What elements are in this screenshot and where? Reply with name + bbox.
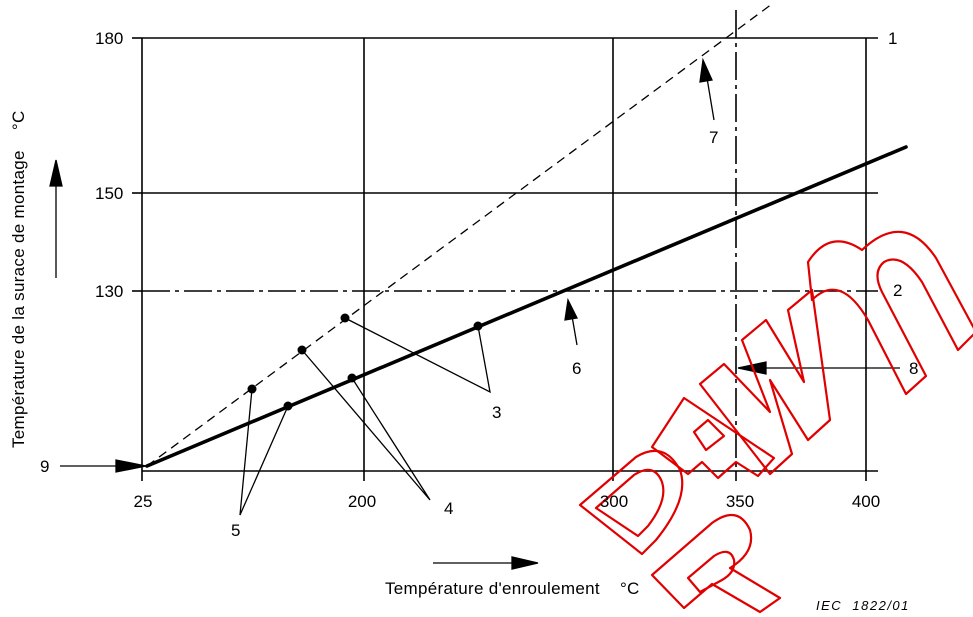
y-tick-label: 150 (95, 184, 123, 203)
callout-5: 5 (231, 521, 240, 540)
x-tick-label: 25 (134, 492, 153, 511)
x-tick-label: 350 (726, 492, 754, 511)
callout-2: 2 (893, 281, 902, 300)
pointer-5 (239, 388, 289, 516)
arrow-9-head (115, 459, 147, 473)
x-tick-label: 300 (600, 492, 628, 511)
watermark-letter-d (578, 449, 684, 556)
watermark-letter-n (806, 230, 973, 396)
callout-4: 4 (444, 499, 453, 518)
callout-8: 8 (909, 359, 918, 378)
grid (132, 37, 878, 481)
callout-7: 7 (709, 128, 718, 147)
callout-9: 9 (40, 457, 49, 476)
callout-1: 1 (888, 29, 897, 48)
arrow-7-shaft (706, 77, 715, 121)
series-line-solid (145, 145, 908, 468)
data-point (347, 373, 357, 383)
pointer-3 (344, 317, 491, 394)
x-tick-label: 400 (852, 492, 880, 511)
callout-6: 6 (572, 359, 581, 378)
pointer-lines (239, 317, 491, 516)
y-axis-title: Température de la surace de montage °C (9, 110, 28, 448)
data-points (247, 313, 483, 411)
data-point (473, 321, 483, 331)
data-point (340, 313, 350, 323)
y-tick-label: 180 (95, 29, 123, 48)
pointer-4 (301, 349, 431, 501)
x-axis-title: Température d'enroulement °C (385, 579, 640, 598)
data-point (283, 401, 293, 411)
watermark-letter-a (650, 396, 776, 480)
series-line-dashed (146, 3, 773, 467)
callout-3: 3 (492, 403, 501, 422)
data-point (297, 345, 307, 355)
data-point (247, 384, 257, 394)
arrow-6-head (564, 297, 578, 321)
arrows (49, 57, 900, 570)
figure-credit: IEC 1822/01 (816, 598, 910, 613)
x-tick-label: 200 (348, 492, 376, 511)
arrow-6-shaft (571, 315, 578, 346)
y-tick-label: 130 (95, 282, 123, 301)
arrow-7-head (699, 57, 713, 83)
y-axis-arrow-head (49, 159, 63, 187)
watermark-letter-w (698, 288, 832, 476)
watermark-letter-r (650, 513, 782, 614)
x-axis-arrow-head (511, 556, 539, 570)
watermark-drawn (578, 230, 973, 614)
